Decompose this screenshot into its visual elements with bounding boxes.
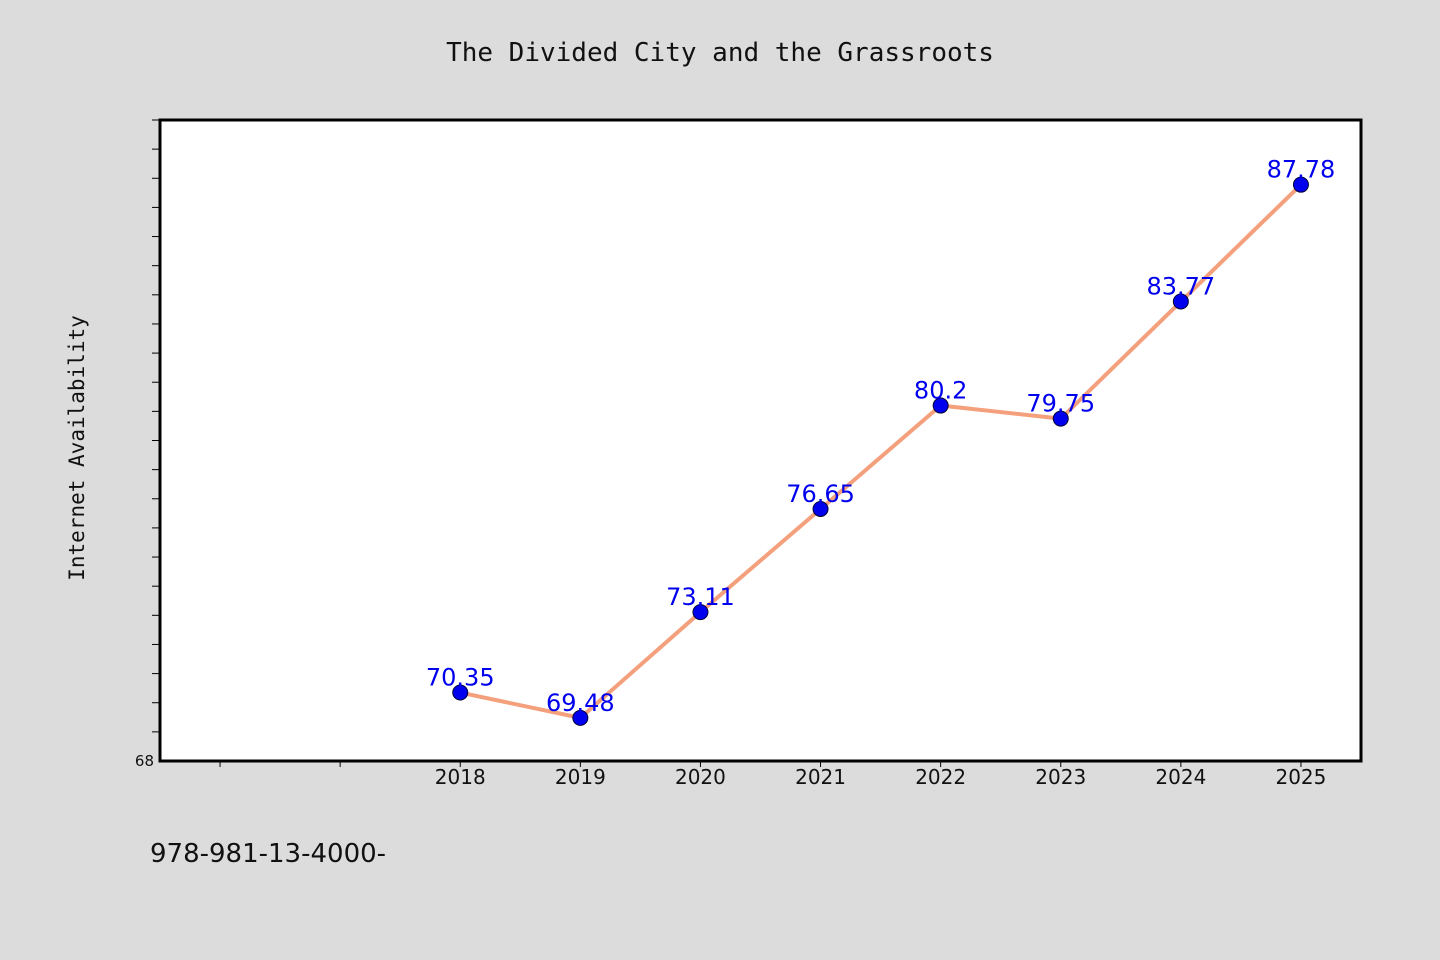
data-point [452, 684, 469, 701]
data-point [932, 397, 949, 414]
data-label: 87.78 [1267, 156, 1336, 184]
data-point [692, 604, 709, 621]
x-tick-label: 2021 [795, 765, 846, 789]
x-tick-label: 2020 [675, 765, 726, 789]
x-tick-label: 2023 [1035, 765, 1086, 789]
y-axis-label: Internet Availability [65, 315, 89, 581]
y-tick-label: 68 [135, 752, 154, 770]
data-label: 79.75 [1026, 390, 1095, 418]
data-label: 76.65 [786, 480, 855, 508]
data-label: 70.35 [426, 664, 495, 692]
x-tick-label: 2024 [1155, 765, 1206, 789]
x-tick-label: 2025 [1275, 765, 1326, 789]
data-point [812, 500, 829, 517]
data-point [1292, 176, 1309, 193]
x-axis-ticks: 2018 2019 2020 2021 2022 2023 2024 2025 [219, 761, 1326, 789]
data-point [1052, 410, 1069, 427]
data-point [572, 709, 589, 726]
x-tick-label: 2018 [435, 765, 486, 789]
data-label: 83.77 [1146, 273, 1215, 301]
footer-code: 978-981-13-4000- [150, 839, 386, 869]
data-label: 80.2 [914, 377, 967, 405]
series-lines [459, 183, 1303, 720]
chart-title: The Divided City and the Grassroots [446, 38, 994, 68]
x-tick-label: 2019 [555, 765, 606, 789]
plot-area [158, 118, 1363, 763]
series-line [459, 183, 1303, 720]
data-labels: 70.35 69.48 73.11 76.65 80.2 79.75 83.77 87.78 [426, 156, 1335, 717]
y-axis-ticks: 68 [135, 119, 160, 770]
data-label: 69.48 [546, 689, 615, 717]
x-tick-label: 2022 [915, 765, 966, 789]
data-point [1172, 293, 1189, 310]
series-points [452, 176, 1309, 726]
data-label: 73.11 [666, 583, 735, 611]
